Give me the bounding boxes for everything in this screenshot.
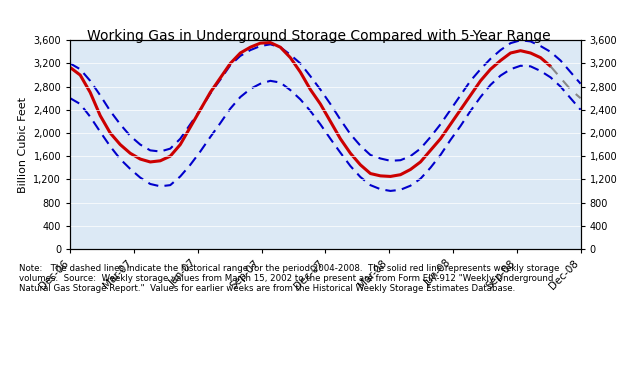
Text: Working Gas in Underground Storage Compared with 5-Year Range: Working Gas in Underground Storage Compa…: [87, 29, 551, 43]
Text: Note:   The dashed lines indicate the historical range for the period 2004-2008.: Note: The dashed lines indicate the hist…: [19, 264, 560, 293]
Y-axis label: Billion Cubic Feet: Billion Cubic Feet: [18, 97, 28, 193]
